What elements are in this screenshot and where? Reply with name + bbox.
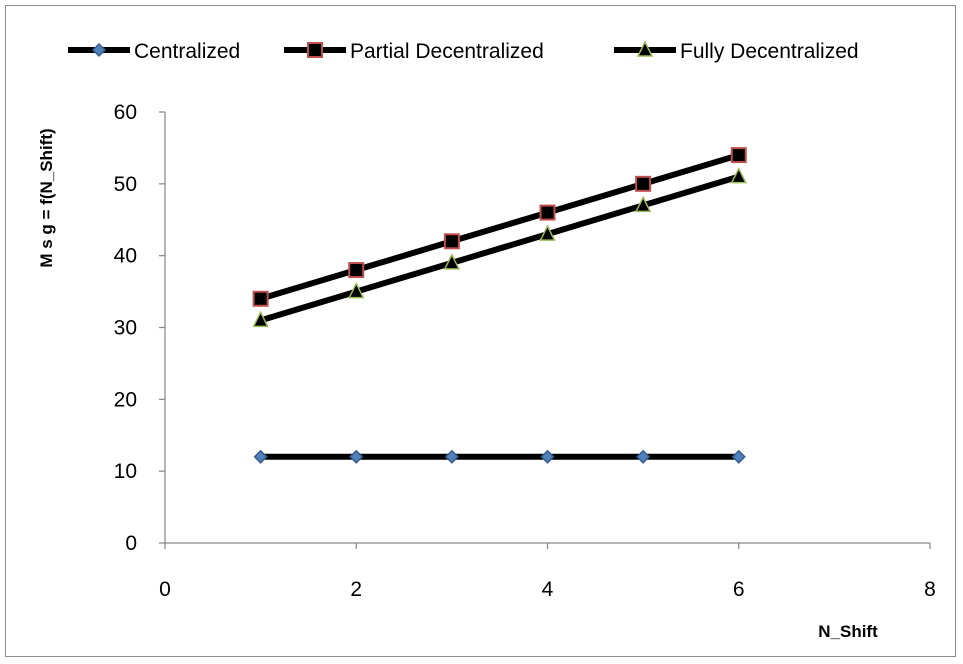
legend-label: Centralized — [134, 40, 240, 63]
series-line-partial-decentralized — [259, 152, 740, 302]
data-point-fully-decentralized — [252, 310, 269, 328]
legend-label: Fully Decentralized — [680, 40, 859, 63]
legend-marker — [307, 42, 323, 58]
data-point-centralized — [253, 449, 268, 464]
series-centralized — [253, 449, 746, 464]
x-tick-label: 6 — [733, 578, 745, 601]
data-point-fully-decentralized — [443, 253, 461, 270]
legend: Centralized Partial Decentralized Fully De… — [68, 40, 859, 63]
plot-area — [252, 147, 747, 464]
data-point-partial-decentralized — [443, 233, 460, 250]
x-tick-label: 8 — [924, 578, 936, 601]
series-line-fully-decentralized — [259, 173, 740, 324]
x-tick-label: 4 — [542, 578, 554, 601]
legend-label: Partial Decentralized — [350, 40, 544, 63]
legend-marker — [636, 40, 654, 57]
data-point-fully-decentralized — [730, 166, 747, 184]
y-tick-label: 20 — [114, 388, 137, 411]
data-point-centralized — [636, 449, 651, 464]
legend-item-partial-decentralized: Partial Decentralized — [284, 40, 544, 63]
y-tick-label: 40 — [114, 245, 137, 268]
y-tick-label: 30 — [114, 317, 137, 340]
y-ticks: 0 10 20 30 40 50 60 — [114, 101, 165, 555]
x-ticks: 0 2 4 6 8 — [159, 543, 936, 601]
data-point-partial-decentralized — [539, 204, 556, 221]
data-point-centralized — [444, 449, 459, 464]
data-point-fully-decentralized — [348, 281, 365, 299]
x-tick-label: 2 — [350, 578, 362, 601]
data-point-centralized — [349, 449, 364, 464]
y-tick-label: 50 — [114, 173, 137, 196]
y-axis-title: M s g = f(N_Shift) — [37, 128, 56, 267]
series-partial-decentralized — [252, 147, 747, 307]
data-point-fully-decentralized — [634, 195, 652, 213]
legend-item-fully-decentralized: Fully Decentralized — [614, 40, 859, 63]
data-point-partial-decentralized — [635, 175, 652, 192]
data-point-centralized — [540, 449, 555, 464]
data-point-centralized — [731, 449, 746, 464]
x-axis-title: N_Shift — [818, 622, 878, 641]
axes: 0 10 20 30 40 50 60 0 2 4 6 8 N_Shift M s g = f(N_… — [37, 101, 936, 641]
legend-marker — [91, 42, 107, 58]
data-point-partial-decentralized — [252, 290, 269, 307]
legend-item-centralized: Centralized — [68, 40, 240, 63]
chart-frame — [5, 5, 956, 657]
data-point-fully-decentralized — [539, 224, 556, 241]
y-tick-label: 60 — [114, 101, 137, 124]
x-tick-label: 0 — [159, 578, 171, 601]
y-tick-label: 0 — [125, 532, 137, 555]
data-point-partial-decentralized — [348, 262, 365, 279]
data-point-partial-decentralized — [730, 147, 747, 164]
y-tick-label: 10 — [114, 460, 137, 483]
series-fully-decentralized — [252, 166, 747, 328]
